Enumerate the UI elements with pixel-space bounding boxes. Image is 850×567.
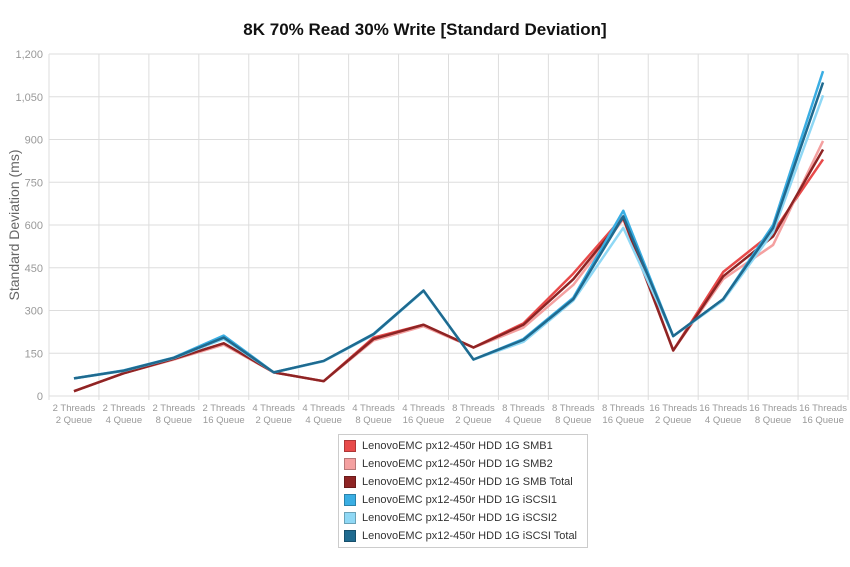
- x-tick-label: 16 Threads: [799, 403, 847, 414]
- y-tick-label: 1,200: [15, 49, 43, 61]
- legend-item[interactable]: LenovoEMC px12-450r HDD 1G iSCSI Total: [339, 527, 587, 545]
- legend-swatch: [344, 458, 356, 470]
- x-tick-label: 8 Threads: [602, 403, 645, 414]
- series-line-2: [73, 148, 825, 393]
- x-tick-label: 8 Threads: [452, 403, 495, 414]
- legend-item[interactable]: LenovoEMC px12-450r HDD 1G SMB2: [339, 455, 587, 473]
- legend-item[interactable]: LenovoEMC px12-450r HDD 1G iSCSI1: [339, 491, 587, 509]
- y-tick-label: 1,050: [15, 92, 43, 104]
- y-tick-label: 450: [25, 263, 43, 275]
- legend: LenovoEMC px12-450r HDD 1G SMB1 LenovoEMC…: [338, 434, 588, 548]
- x-tick-label: 2 Queue: [255, 415, 291, 426]
- y-tick-label: 600: [25, 220, 43, 232]
- legend-label: LenovoEMC px12-450r HDD 1G SMB1: [362, 440, 553, 452]
- series-line-5: [73, 82, 825, 380]
- x-tick-label: 16 Threads: [749, 403, 797, 414]
- legend-item[interactable]: LenovoEMC px12-450r HDD 1G iSCSI2: [339, 509, 587, 527]
- x-tick-label: 2 Threads: [202, 403, 245, 414]
- x-tick-label: 2 Queue: [455, 415, 491, 426]
- x-tick-label: 4 Threads: [252, 403, 295, 414]
- legend-swatch: [344, 494, 356, 506]
- x-tick-label: 2 Queue: [56, 415, 92, 426]
- y-tick-label: 900: [25, 135, 43, 147]
- x-tick-label: 16 Queue: [403, 415, 445, 426]
- x-tick-label: 8 Queue: [755, 415, 791, 426]
- x-tick-label: 8 Queue: [156, 415, 192, 426]
- y-tick-label: 150: [25, 348, 43, 360]
- legend-label: LenovoEMC px12-450r HDD 1G SMB Total: [362, 476, 573, 488]
- legend-swatch: [344, 512, 356, 524]
- x-tick-label: 4 Queue: [705, 415, 741, 426]
- legend-swatch: [344, 530, 356, 542]
- x-tick-label: 16 Threads: [699, 403, 747, 414]
- x-tick-label: 4 Queue: [505, 415, 541, 426]
- legend-swatch: [344, 476, 356, 488]
- x-tick-label: 2 Queue: [655, 415, 691, 426]
- legend-label: LenovoEMC px12-450r HDD 1G SMB2: [362, 458, 553, 470]
- x-tick-label: 16 Queue: [802, 415, 844, 426]
- x-tick-label: 16 Queue: [602, 415, 644, 426]
- x-tick-label: 8 Queue: [355, 415, 391, 426]
- legend-item[interactable]: LenovoEMC px12-450r HDD 1G SMB Total: [339, 473, 587, 491]
- legend-item[interactable]: LenovoEMC px12-450r HDD 1G SMB1: [339, 437, 587, 455]
- x-tick-label: 4 Threads: [302, 403, 345, 414]
- chart-title: 8K 70% Read 30% Write [Standard Deviatio…: [243, 20, 607, 39]
- x-tick-label: 8 Threads: [502, 403, 545, 414]
- x-tick-label: 4 Threads: [352, 403, 395, 414]
- x-tick-label: 4 Queue: [106, 415, 142, 426]
- legend-swatch: [344, 440, 356, 452]
- x-tick-label: 2 Threads: [103, 403, 146, 414]
- x-tick-label: 8 Threads: [552, 403, 595, 414]
- legend-label: LenovoEMC px12-450r HDD 1G iSCSI2: [362, 512, 558, 524]
- x-tick-label: 16 Queue: [203, 415, 245, 426]
- x-tick-label: 2 Threads: [153, 403, 196, 414]
- y-axis-label: Standard Deviation (ms): [6, 150, 22, 301]
- y-tick-label: 300: [25, 306, 43, 318]
- legend-label: LenovoEMC px12-450r HDD 1G iSCSI Total: [362, 530, 578, 542]
- legend-label: LenovoEMC px12-450r HDD 1G iSCSI1: [362, 494, 558, 506]
- x-tick-label: 16 Threads: [649, 403, 697, 414]
- y-tick-label: 0: [37, 391, 43, 403]
- y-tick-label: 750: [25, 177, 43, 189]
- x-tick-label: 2 Threads: [53, 403, 96, 414]
- x-tick-label: 4 Queue: [305, 415, 341, 426]
- x-tick-label: 8 Queue: [555, 415, 591, 426]
- x-tick-label: 4 Threads: [402, 403, 445, 414]
